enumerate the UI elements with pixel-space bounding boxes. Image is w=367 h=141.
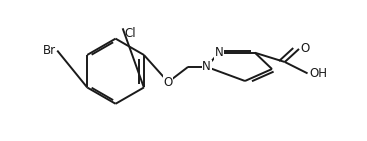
Text: O: O bbox=[164, 76, 173, 89]
Text: O: O bbox=[301, 42, 310, 55]
Text: Cl: Cl bbox=[124, 27, 136, 40]
Text: N: N bbox=[214, 46, 223, 59]
Text: Br: Br bbox=[43, 44, 56, 57]
Text: N: N bbox=[202, 60, 211, 73]
Text: OH: OH bbox=[309, 67, 327, 80]
